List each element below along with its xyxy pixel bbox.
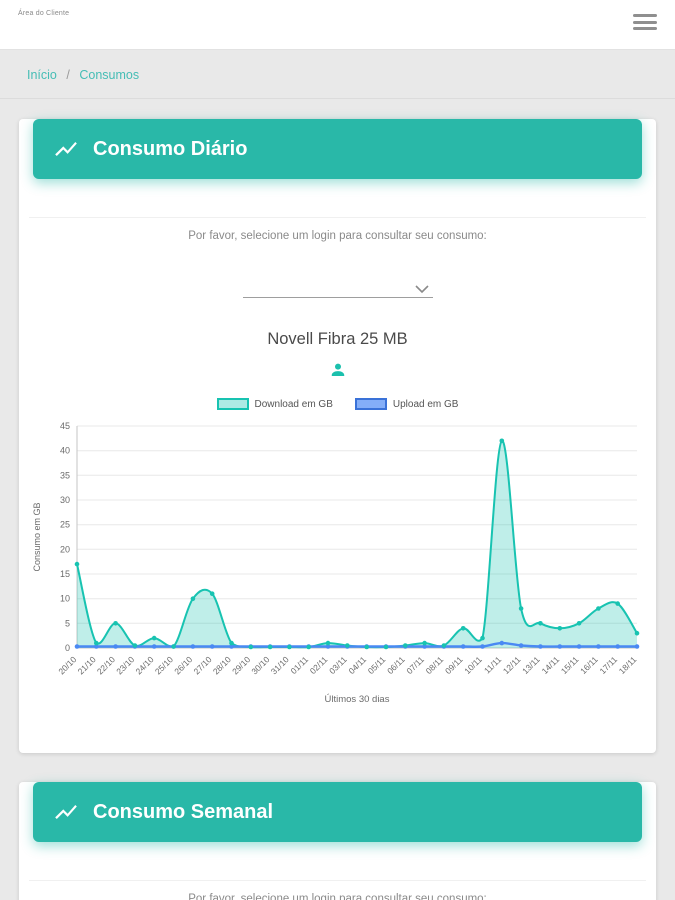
breadcrumb-current-link[interactable]: Consumos xyxy=(79,68,140,82)
svg-text:35: 35 xyxy=(60,470,70,480)
svg-text:30: 30 xyxy=(60,495,70,505)
chevron-down-icon xyxy=(414,285,429,294)
svg-text:01/11: 01/11 xyxy=(288,654,310,676)
legend-item-download[interactable]: Download em GB xyxy=(216,398,333,410)
svg-text:15/11: 15/11 xyxy=(559,654,581,676)
svg-text:0: 0 xyxy=(65,643,70,653)
line-chart-icon xyxy=(55,141,77,157)
weekly-card-title: Consumo Semanal xyxy=(93,800,274,823)
breadcrumb-separator: / xyxy=(66,68,70,82)
svg-text:27/10: 27/10 xyxy=(191,654,213,676)
download-legend-label: Download em GB xyxy=(254,398,333,410)
weekly-login-select-prompt: Por favor, selecione um login para consu… xyxy=(188,893,487,900)
svg-text:22/10: 22/10 xyxy=(95,654,117,676)
breadcrumb-home-link[interactable]: Início xyxy=(27,68,57,82)
svg-text:08/11: 08/11 xyxy=(424,654,446,676)
login-select[interactable] xyxy=(242,272,433,298)
svg-text:06/11: 06/11 xyxy=(385,654,407,676)
svg-text:16/11: 16/11 xyxy=(578,654,600,676)
daily-consumption-card: Consumo Diário Por favor, selecione um l… xyxy=(19,119,656,753)
svg-text:07/11: 07/11 xyxy=(404,654,426,676)
svg-text:11/11: 11/11 xyxy=(482,654,503,675)
app-brand: Área do Cliente xyxy=(18,10,70,17)
svg-text:45: 45 xyxy=(60,421,70,431)
svg-text:24/10: 24/10 xyxy=(133,654,155,676)
svg-text:03/11: 03/11 xyxy=(327,654,349,676)
chart-title: Novell Fibra 25 MB xyxy=(267,330,408,348)
svg-text:17/11: 17/11 xyxy=(597,654,619,676)
menu-icon[interactable] xyxy=(633,14,657,30)
svg-text:31/10: 31/10 xyxy=(269,654,291,676)
svg-text:14/11: 14/11 xyxy=(540,654,562,676)
download-swatch xyxy=(216,398,249,410)
svg-text:23/10: 23/10 xyxy=(114,654,136,676)
person-icon xyxy=(29,361,646,384)
header-divider xyxy=(29,217,646,218)
svg-text:20: 20 xyxy=(60,544,70,554)
svg-text:25: 25 xyxy=(60,520,70,530)
upload-legend-label: Upload em GB xyxy=(392,398,459,410)
svg-text:18/11: 18/11 xyxy=(617,654,639,676)
svg-text:04/11: 04/11 xyxy=(346,654,368,676)
header-divider xyxy=(29,880,646,881)
svg-text:40: 40 xyxy=(60,446,70,456)
svg-text:10: 10 xyxy=(60,594,70,604)
daily-consumption-chart: 0 5 10 15 20 25 30 35 40 45 20/10 21/10 22/10 23/10 24… xyxy=(29,416,649,713)
svg-text:10/11: 10/11 xyxy=(462,654,484,676)
svg-text:28/10: 28/10 xyxy=(211,654,233,676)
weekly-card-header: Consumo Semanal xyxy=(33,782,642,842)
daily-card-body: Por favor, selecione um login para consu… xyxy=(19,179,656,753)
svg-text:Últimos 30 dias: Últimos 30 dias xyxy=(325,694,390,705)
svg-text:5: 5 xyxy=(65,618,70,628)
daily-card-header: Consumo Diário xyxy=(33,119,642,179)
svg-text:15: 15 xyxy=(60,569,70,579)
svg-text:21/10: 21/10 xyxy=(76,654,98,676)
svg-text:20/10: 20/10 xyxy=(56,654,78,676)
svg-text:26/10: 26/10 xyxy=(172,654,194,676)
svg-text:02/11: 02/11 xyxy=(308,654,330,676)
svg-text:05/11: 05/11 xyxy=(366,654,388,676)
svg-text:13/11: 13/11 xyxy=(520,654,542,676)
upload-swatch xyxy=(354,398,387,410)
svg-text:09/11: 09/11 xyxy=(443,654,465,676)
svg-text:Consumo em GB: Consumo em GB xyxy=(32,502,42,571)
svg-text:12/11: 12/11 xyxy=(501,654,523,676)
main-content: Consumo Diário Por favor, selecione um l… xyxy=(0,119,675,900)
svg-text:30/10: 30/10 xyxy=(249,654,271,676)
weekly-card-body: Por favor, selecione um login para consu… xyxy=(19,842,656,900)
daily-card-title: Consumo Diário xyxy=(93,137,248,160)
legend-item-upload[interactable]: Upload em GB xyxy=(354,398,459,410)
chart-legend: Download em GB Upload em GB xyxy=(29,398,646,410)
line-chart-icon xyxy=(55,804,77,820)
breadcrumb: Início / Consumos xyxy=(0,50,675,99)
top-bar: Área do Cliente xyxy=(0,0,675,50)
svg-text:25/10: 25/10 xyxy=(153,654,175,676)
weekly-consumption-card: Consumo Semanal Por favor, selecione um … xyxy=(19,782,656,900)
svg-text:29/10: 29/10 xyxy=(230,654,252,676)
login-select-prompt: Por favor, selecione um login para consu… xyxy=(188,230,487,242)
